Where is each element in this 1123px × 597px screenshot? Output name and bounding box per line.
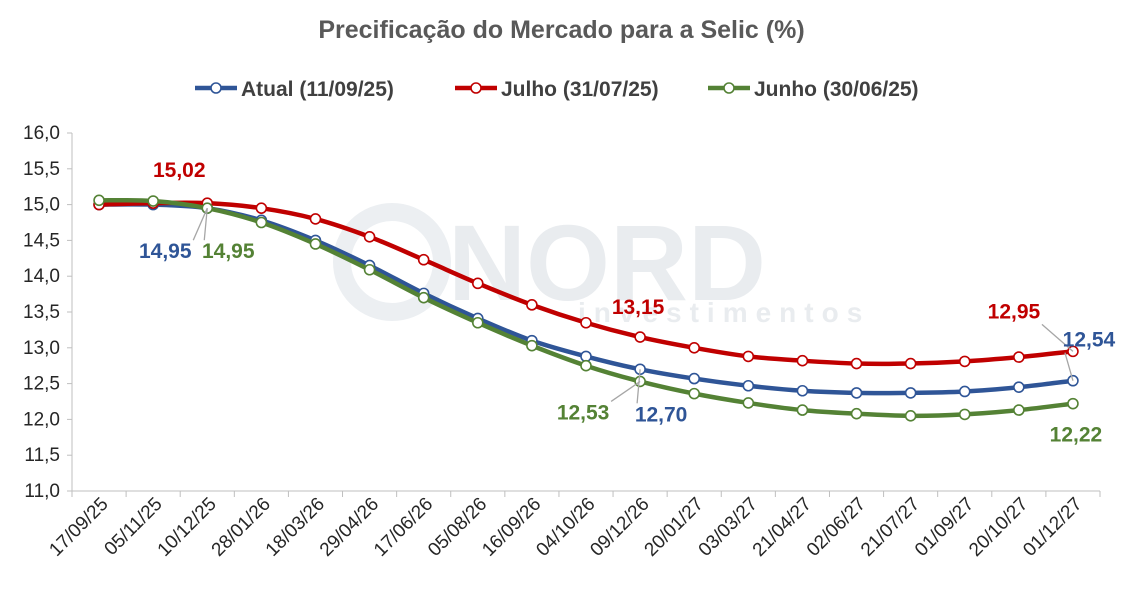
data-point xyxy=(850,387,863,399)
x-tick-label: 28/01/26 xyxy=(208,494,275,561)
legend-swatch-marker xyxy=(470,82,482,94)
data-point xyxy=(309,238,322,250)
data-point xyxy=(688,387,701,400)
legend-swatch-marker xyxy=(210,82,222,94)
data-point xyxy=(742,350,755,363)
data-label: 12,53 xyxy=(557,401,610,424)
data-label: 14,95 xyxy=(202,240,255,263)
data-point xyxy=(147,195,159,207)
x-tick-label: 02/06/27 xyxy=(803,494,870,561)
data-point xyxy=(796,404,809,416)
x-tick-label: 17/09/25 xyxy=(45,494,112,561)
x-tick-label: 10/12/25 xyxy=(154,494,221,561)
data-point xyxy=(255,216,268,229)
y-tick-label: 13,5 xyxy=(23,302,60,323)
x-tick-label: 18/03/26 xyxy=(262,494,329,561)
data-point xyxy=(1067,397,1079,410)
y-tick-label: 16,0 xyxy=(23,123,60,144)
x-tick-label: 20/01/27 xyxy=(641,494,708,561)
y-tick-label: 12,5 xyxy=(23,374,60,395)
x-tick-label: 01/09/27 xyxy=(911,494,978,561)
y-tick-label: 11,0 xyxy=(24,481,60,502)
annotation-leader xyxy=(192,207,208,241)
data-point xyxy=(417,291,430,304)
x-tick-label: 29/04/26 xyxy=(316,494,383,561)
annotation-leader xyxy=(636,369,641,404)
x-tick-label: 09/12/26 xyxy=(586,494,653,561)
x-tick-label: 03/03/27 xyxy=(695,494,762,561)
y-tick-label: 13,0 xyxy=(23,338,60,359)
annotation-leader xyxy=(1041,323,1074,352)
legend-label: Junho (30/06/25) xyxy=(754,78,919,101)
data-point xyxy=(850,357,863,370)
y-tick-label: 12,0 xyxy=(23,409,60,430)
data-point xyxy=(471,277,484,290)
watermark-text: NORD xyxy=(448,202,766,323)
data-point xyxy=(688,372,701,385)
legend-label: Julho (31/07/25) xyxy=(501,78,659,101)
x-tick-label: 21/04/27 xyxy=(749,494,816,561)
data-point xyxy=(958,408,971,421)
data-label: 12,95 xyxy=(988,300,1041,323)
watermark-ring xyxy=(333,203,451,321)
y-tick-label: 15,5 xyxy=(23,159,60,180)
data-point xyxy=(526,299,538,311)
x-tick-label: 01/12/27 xyxy=(1019,494,1086,561)
data-point xyxy=(742,397,755,409)
data-point xyxy=(1013,404,1025,416)
y-tick-label: 15,0 xyxy=(23,195,60,216)
x-tick-label: 16/09/26 xyxy=(478,494,545,561)
data-point xyxy=(363,263,376,276)
y-tick-label: 14,5 xyxy=(23,230,60,251)
watermark-subtext: investimentos xyxy=(578,297,870,328)
data-point xyxy=(904,357,917,370)
y-tick-label: 14,0 xyxy=(23,266,60,287)
data-point xyxy=(93,194,105,207)
x-tick-label: 20/10/27 xyxy=(965,494,1032,561)
data-point xyxy=(309,213,322,225)
y-tick-label: 11,5 xyxy=(24,445,60,466)
data-point xyxy=(688,341,701,354)
legend-label: Atual (11/09/25) xyxy=(241,78,394,101)
data-point xyxy=(796,354,809,367)
x-tick-label: 21/07/27 xyxy=(857,494,924,561)
data-point xyxy=(255,202,268,214)
x-tick-label: 17/06/26 xyxy=(370,494,437,561)
data-point xyxy=(580,316,592,329)
data-label: 12,22 xyxy=(1050,424,1103,447)
data-label: 12,70 xyxy=(635,403,688,426)
chart-title: Precificação do Mercado para a Selic (%) xyxy=(318,16,805,44)
annotation-leader xyxy=(203,208,208,241)
data-point xyxy=(958,385,971,398)
data-point xyxy=(580,359,592,372)
data-point xyxy=(1013,381,1025,393)
data-label: 12,54 xyxy=(1063,329,1116,352)
data-point xyxy=(742,379,755,392)
data-label: 13,15 xyxy=(612,296,665,319)
data-point xyxy=(417,253,430,266)
data-point xyxy=(904,387,917,399)
x-tick-label: 04/10/26 xyxy=(532,494,599,561)
legend-swatch-marker xyxy=(723,82,735,94)
data-point xyxy=(580,350,592,363)
data-point xyxy=(471,316,484,329)
data-point xyxy=(850,407,863,420)
data-point xyxy=(796,384,809,397)
annotation-leader xyxy=(1064,352,1074,381)
data-point xyxy=(904,410,917,422)
x-tick-label: 05/08/26 xyxy=(424,494,491,561)
data-label: 15,02 xyxy=(153,159,206,182)
data-label: 14,95 xyxy=(139,240,192,263)
data-point xyxy=(526,339,538,352)
data-point xyxy=(634,331,646,343)
data-point xyxy=(958,355,971,368)
data-point xyxy=(1013,351,1025,363)
annotation-leader xyxy=(610,380,641,402)
data-point xyxy=(363,231,376,243)
